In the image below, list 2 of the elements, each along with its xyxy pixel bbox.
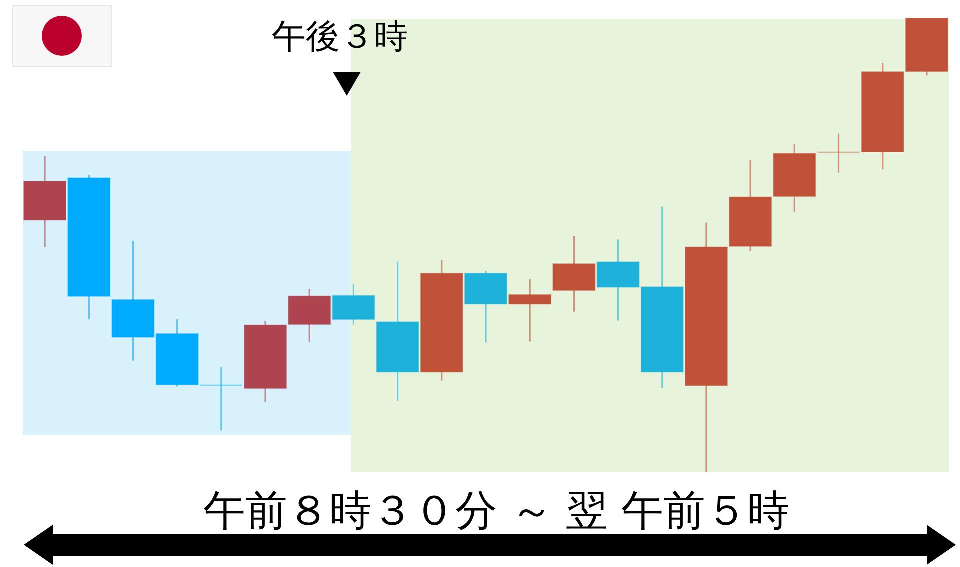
x-axis-title: 午前８時３０分 ～ 翌 午前５時 <box>203 486 790 535</box>
annotation: 午後３時 <box>272 17 408 57</box>
